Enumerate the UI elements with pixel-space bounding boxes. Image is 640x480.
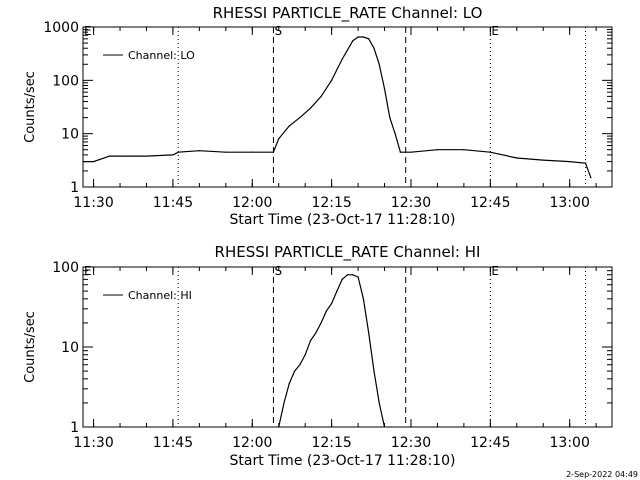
data-point <box>278 138 280 140</box>
data-point <box>362 36 364 38</box>
x-tick-label: 11:30 <box>73 435 113 451</box>
legend-label: Channel: LO <box>128 49 195 62</box>
data-point <box>368 332 370 334</box>
marker-label-e: E <box>84 24 92 38</box>
data-point <box>410 151 412 153</box>
data-point <box>320 322 322 324</box>
data-point <box>569 160 571 163</box>
data-point <box>383 426 386 428</box>
data-point <box>357 36 359 38</box>
data-point <box>590 177 592 179</box>
y-tick-label: 1 <box>70 420 79 436</box>
series-line-hi <box>278 274 386 428</box>
y-tick-label: 10 <box>61 340 79 356</box>
data-point <box>373 370 375 372</box>
data-point <box>584 162 587 164</box>
y-tick-label: 100 <box>52 73 79 89</box>
x-tick-label: 13:00 <box>550 195 590 211</box>
data-point <box>299 364 301 366</box>
data-point <box>177 151 179 153</box>
x-tick-label: 13:00 <box>550 435 590 451</box>
y-axis-label: Counts/sec <box>23 311 38 383</box>
data-point <box>124 155 126 157</box>
legend-label: Channel: HI <box>128 289 192 302</box>
data-point <box>82 160 84 163</box>
y-tick-label: 100 <box>52 260 79 276</box>
data-point <box>352 274 354 276</box>
data-point <box>315 332 317 334</box>
data-point <box>309 107 312 109</box>
data-point <box>389 117 391 119</box>
x-tick-label: 11:30 <box>73 195 113 211</box>
data-point <box>325 310 327 312</box>
y-tick-label: 10 <box>61 127 79 143</box>
data-point <box>368 38 370 40</box>
data-point <box>320 95 322 97</box>
data-point <box>341 278 343 280</box>
data-point <box>309 340 312 342</box>
data-point <box>357 276 359 278</box>
data-point <box>304 354 306 356</box>
chart-panel-1: RHESSI PARTICLE_RATE Channel: LOESE11:30… <box>23 4 613 228</box>
data-point <box>251 151 253 153</box>
data-point <box>294 370 296 372</box>
x-tick-label: 11:45 <box>153 435 193 451</box>
chart-title: RHESSI PARTICLE_RATE Channel: LO <box>213 4 483 23</box>
data-point <box>198 150 200 152</box>
data-point <box>346 274 349 276</box>
data-point <box>399 151 401 153</box>
x-tick-label: 12:30 <box>391 435 431 451</box>
data-point <box>283 402 285 404</box>
x-tick-label: 12:45 <box>470 435 510 451</box>
data-point <box>331 79 333 81</box>
x-tick-label: 12:00 <box>232 195 272 211</box>
x-axis-label: Start Time (23-Oct-17 11:28:10) <box>230 212 456 228</box>
x-axis-label: Start Time (23-Oct-17 11:28:10) <box>230 453 456 469</box>
marker-label-e: E <box>491 24 499 38</box>
chart-title: RHESSI PARTICLE_RATE Channel: HI <box>215 243 481 262</box>
data-point <box>288 125 290 127</box>
data-point <box>108 155 111 157</box>
data-point <box>288 382 290 385</box>
data-point <box>542 159 544 161</box>
chart-panel-2: RHESSI PARTICLE_RATE Channel: HIESE11:30… <box>23 243 613 469</box>
data-point <box>336 290 338 292</box>
data-point <box>331 302 333 305</box>
data-point <box>278 426 280 428</box>
marker-label-e: E <box>491 264 499 278</box>
data-point <box>299 117 301 119</box>
data-point <box>341 58 343 60</box>
data-point <box>463 149 465 151</box>
x-tick-label: 12:15 <box>311 435 351 451</box>
data-point <box>383 87 386 90</box>
data-point <box>378 63 380 65</box>
data-point <box>225 151 227 153</box>
data-point <box>394 133 396 135</box>
y-tick-label: 1000 <box>43 20 79 36</box>
data-point <box>436 149 439 151</box>
data-point <box>489 151 491 153</box>
data-point <box>352 40 354 42</box>
data-point <box>516 157 518 159</box>
data-point <box>92 160 95 163</box>
x-tick-label: 12:45 <box>470 195 510 211</box>
x-tick-label: 11:45 <box>153 195 193 211</box>
y-tick-label: 1 <box>70 180 79 196</box>
data-point <box>362 298 364 300</box>
x-tick-label: 12:30 <box>391 195 431 211</box>
generation-timestamp: 2-Sep-2022 04:49 <box>566 470 638 479</box>
data-point <box>378 402 380 404</box>
x-tick-label: 12:00 <box>232 435 272 451</box>
data-point <box>172 154 174 156</box>
data-point <box>145 155 148 157</box>
data-point <box>272 151 275 153</box>
y-axis-label: Counts/sec <box>23 71 38 143</box>
data-point <box>373 47 375 49</box>
x-tick-label: 12:15 <box>311 195 351 211</box>
